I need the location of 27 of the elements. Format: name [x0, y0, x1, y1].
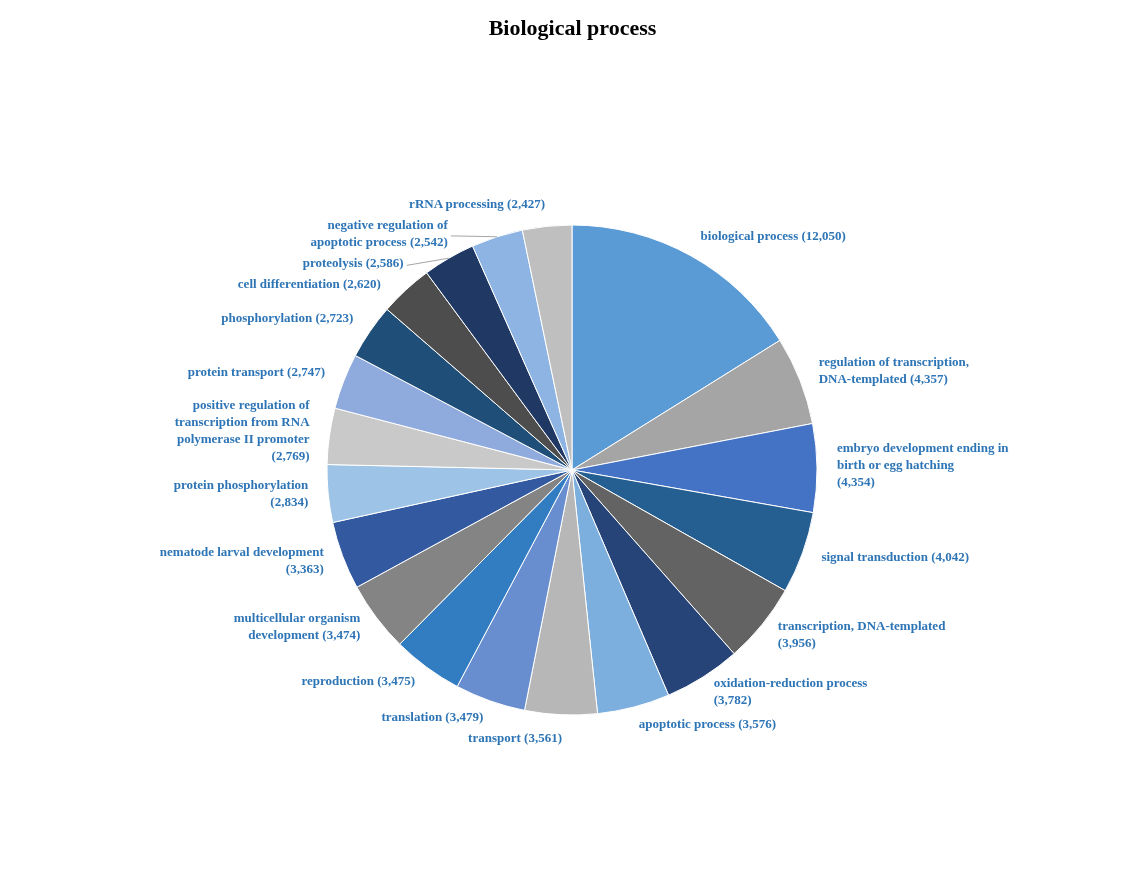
- slice-label: multicellular organism development (3,474): [233, 610, 361, 643]
- slice-label: oxidation-reduction process: [713, 674, 868, 690]
- slice-label: signal transduction (4,042): [821, 549, 970, 565]
- data-label: (2,834): [270, 493, 309, 509]
- data-label: (4,354): [836, 474, 875, 490]
- slice-label: transcription, DNA-templated: [777, 617, 947, 633]
- slice-label: apoptotic process (3,576): [638, 715, 777, 731]
- chart-title: Biological process: [488, 15, 657, 40]
- data-label: (2,769): [271, 448, 310, 464]
- data-label: (3,363): [285, 560, 324, 576]
- slice-label: cell differentiation (2,620): [237, 275, 381, 291]
- data-label: (3,956): [777, 634, 816, 650]
- slice-label: biological process (12,050): [700, 227, 846, 243]
- slice-label: embryo development ending in birth or egg hatching: [836, 440, 1010, 473]
- slice-label: transport (3,561): [468, 730, 562, 746]
- slice-label: regulation of transcription, DNA-templated (4,357): [818, 354, 969, 387]
- slice-label: protein phosphorylation: [173, 476, 309, 492]
- slice-label: protein transport (2,747): [187, 363, 325, 379]
- slice-label: translation (3,479): [381, 709, 484, 725]
- slice-label: positive regulation of transcription from RNA polymerase II promoter: [174, 397, 311, 447]
- slice-label: proteolysis (2,586): [302, 254, 404, 270]
- slice-label: reproduction (3,475): [301, 673, 416, 689]
- slice-label: negative regulation of apoptotic process (2,542): [310, 216, 449, 249]
- slice-label: rRNA processing (2,427): [409, 195, 545, 211]
- data-label: (3,782): [713, 691, 752, 707]
- slice-label: nematode larval development: [159, 543, 325, 559]
- slice-label: phosphorylation (2,723): [221, 309, 354, 325]
